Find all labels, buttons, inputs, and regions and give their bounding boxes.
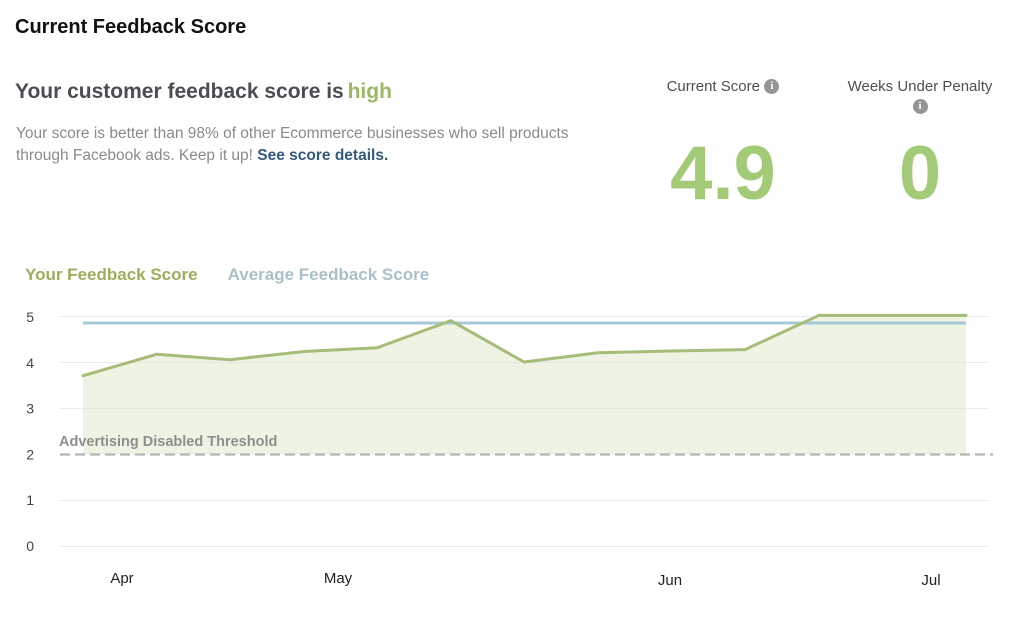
svg-text:Apr: Apr [110, 570, 133, 587]
svg-text:Advertising Disabled Threshold: Advertising Disabled Threshold [59, 434, 277, 450]
svg-text:Jul: Jul [921, 572, 940, 589]
svg-text:May: May [324, 570, 353, 587]
svg-text:2: 2 [26, 447, 34, 463]
svg-text:4: 4 [26, 355, 34, 371]
svg-text:1: 1 [26, 492, 34, 508]
svg-text:5: 5 [26, 309, 34, 325]
svg-text:0: 0 [26, 538, 34, 554]
svg-text:3: 3 [26, 401, 34, 417]
svg-text:Jun: Jun [658, 572, 682, 589]
